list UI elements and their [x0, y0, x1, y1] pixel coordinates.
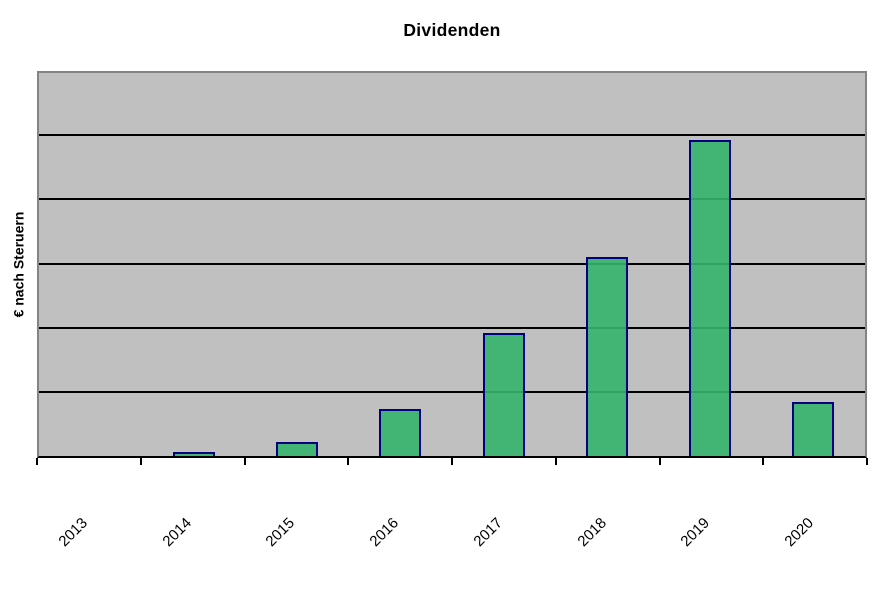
x-axis-tick — [139, 458, 142, 465]
x-axis-label-2014: 2014 — [159, 514, 195, 551]
x-axis-tick — [658, 458, 661, 465]
x-axis-tick — [762, 458, 765, 465]
bar-2018 — [585, 257, 628, 456]
x-axis-ticks — [36, 458, 868, 466]
x-axis-tick — [347, 458, 350, 465]
x-axis-tick — [866, 458, 868, 465]
chart-title: Dividenden — [403, 20, 501, 40]
bar-2020 — [792, 402, 835, 456]
gridline — [39, 134, 865, 137]
x-axis-tick — [36, 458, 38, 465]
x-axis-label-2016: 2016 — [366, 514, 403, 551]
plot-area — [37, 71, 867, 458]
gridline — [39, 198, 865, 201]
x-axis-label-2018: 2018 — [574, 514, 610, 551]
bar-2014 — [172, 452, 215, 456]
bar-2016 — [379, 408, 422, 456]
x-axis-labels: 2013 2014 2015 2016 2017 2018 2019 2020 — [37, 458, 867, 568]
x-axis-label-2020: 2020 — [781, 514, 818, 551]
x-axis-label-2015: 2015 — [262, 514, 299, 551]
y-axis-label: € nach Steruern — [10, 211, 27, 318]
x-axis-label-2013: 2013 — [55, 514, 91, 551]
bar-2015 — [276, 441, 319, 456]
bar-2017 — [482, 333, 525, 456]
x-axis-tick — [554, 458, 557, 465]
bar-2019 — [689, 139, 732, 456]
gridline — [39, 326, 865, 329]
gridline — [39, 390, 865, 393]
x-axis-label-2019: 2019 — [677, 514, 714, 551]
x-axis-label-2017: 2017 — [470, 514, 506, 551]
gridline — [39, 262, 865, 265]
x-axis-tick — [451, 458, 453, 465]
x-axis-tick — [243, 458, 246, 465]
